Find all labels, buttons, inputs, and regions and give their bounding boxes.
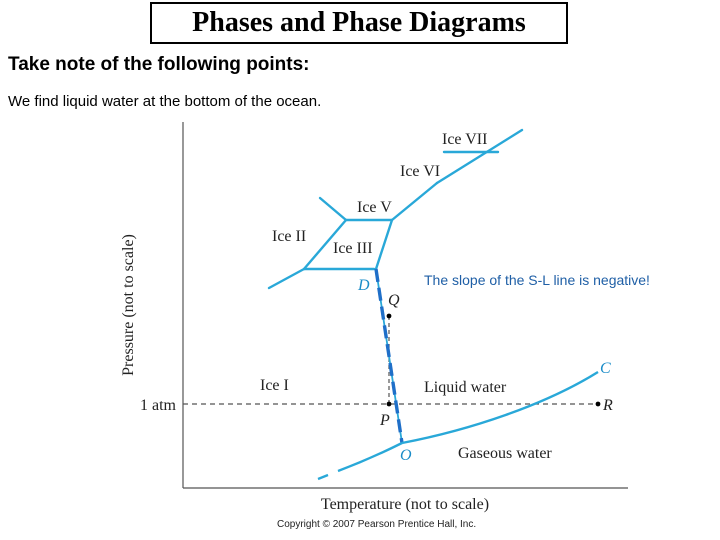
ice-phase-boundaries — [267, 128, 524, 290]
copyright: Copyright © 2007 Pearson Prentice Hall, … — [277, 519, 477, 530]
label-ice-vi: Ice VI — [400, 163, 440, 180]
boundary-ice-ii-top — [318, 196, 348, 222]
point-p-dot — [386, 401, 392, 407]
point-q-dot — [386, 313, 392, 319]
callout-slope: The slope of the S-L line is negative! — [424, 272, 650, 288]
solid-gas-curve-dash — [317, 473, 329, 481]
solid-liquid-line — [374, 268, 404, 444]
x-axis-label: Temperature (not to scale) — [321, 496, 489, 513]
boundary-ice-iii-liquid — [374, 218, 394, 271]
boundary-ice-vi-vii — [435, 128, 524, 185]
label-liquid-water: Liquid water — [424, 379, 507, 396]
solid-gas-curve — [337, 441, 403, 473]
boundary-ice-v-vi — [390, 181, 439, 222]
label-point-q: Q — [388, 292, 400, 309]
liquid-gas-curve — [401, 370, 599, 445]
label-gaseous-water: Gaseous water — [458, 445, 552, 462]
tick-1atm: 1 atm — [140, 397, 177, 414]
slide-heading: Take note of the following points: — [8, 54, 310, 75]
boundary-ice-ii-v — [302, 218, 348, 271]
label-ice-ii: Ice II — [272, 228, 306, 245]
slide-note: We find liquid water at the bottom of th… — [8, 93, 322, 110]
boundary-ice-ii-left — [267, 267, 306, 290]
label-point-d: D — [357, 277, 370, 294]
label-ice-v: Ice V — [357, 199, 392, 216]
label-point-o: O — [400, 447, 412, 464]
y-axis-label: Pressure (not to scale) — [120, 234, 137, 376]
title-box: Phases and Phase Diagrams — [150, 2, 568, 44]
label-ice-i: Ice I — [260, 377, 289, 394]
label-point-r: R — [602, 397, 613, 414]
label-ice-iii: Ice III — [333, 240, 373, 257]
slide-title: Phases and Phase Diagrams — [192, 7, 526, 38]
point-r-dot — [595, 401, 601, 407]
label-point-p: P — [379, 412, 390, 429]
label-ice-vii: Ice VII — [442, 131, 487, 148]
label-point-c: C — [600, 360, 611, 377]
